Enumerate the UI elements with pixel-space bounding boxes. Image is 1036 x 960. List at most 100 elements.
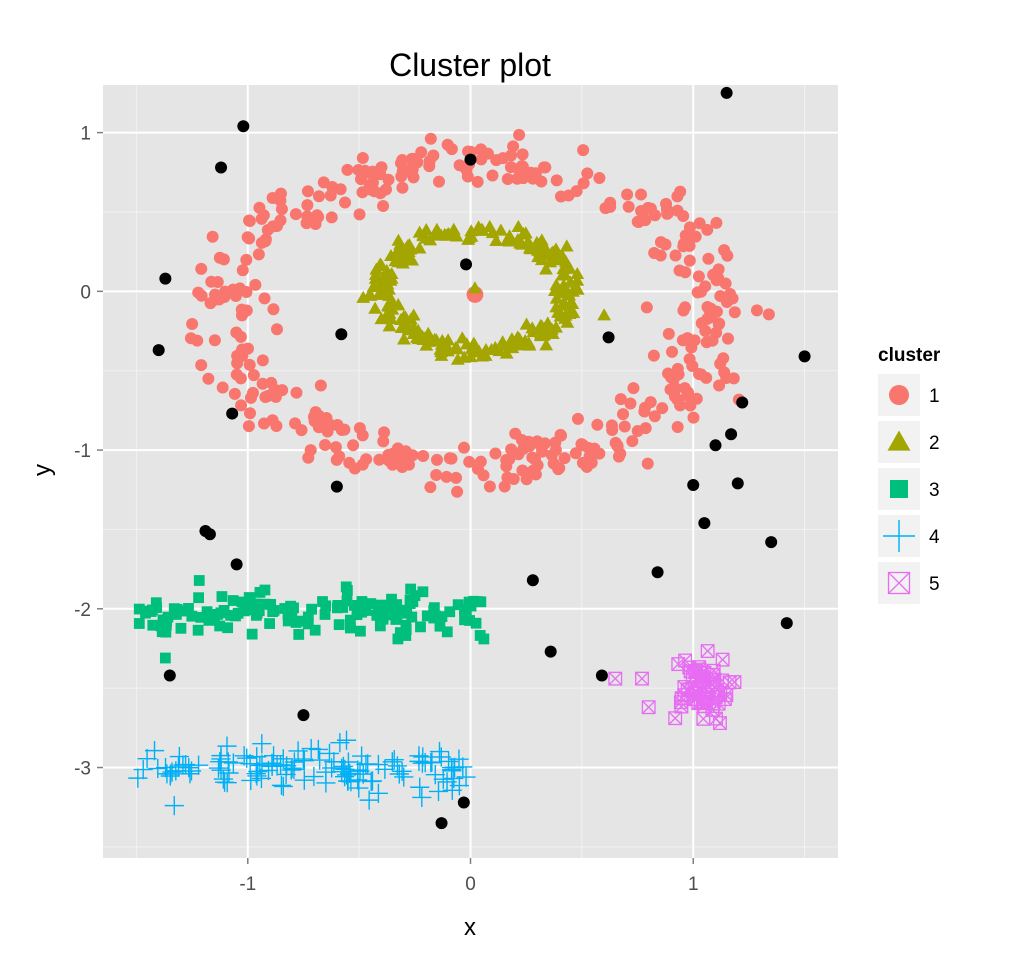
point-cluster-3	[436, 611, 448, 623]
point-cluster-4	[133, 759, 153, 780]
point-cluster-1	[712, 318, 725, 331]
point-cluster-1	[504, 161, 517, 174]
point-cluster-2	[435, 333, 450, 346]
point-cluster-3	[409, 590, 421, 602]
point-cluster-2	[544, 246, 559, 259]
point-cluster-3	[207, 614, 218, 626]
point-cluster-3	[133, 603, 145, 615]
data-points	[128, 86, 811, 830]
point-cluster-3	[392, 633, 404, 645]
point-cluster-1	[471, 462, 484, 475]
legend-title: cluster	[878, 345, 941, 366]
point-cluster-5	[700, 644, 715, 658]
point-cluster-1	[710, 305, 723, 318]
point-cluster-2	[430, 222, 444, 235]
point-cluster-4	[262, 753, 282, 773]
point-cluster-1	[417, 449, 430, 462]
point-cluster-2	[450, 342, 465, 355]
series-4	[128, 730, 476, 816]
point-cluster-2	[529, 235, 544, 248]
point-cluster-1	[700, 371, 713, 384]
point-cluster-4	[208, 758, 229, 778]
point-cluster-1	[209, 293, 222, 306]
point-cluster-3	[417, 586, 429, 598]
point-cluster-2	[373, 257, 388, 270]
point-cluster-3	[375, 599, 387, 611]
point-cluster-1	[258, 417, 271, 430]
point-cluster-1	[366, 165, 379, 178]
legend-label: 4	[929, 527, 940, 548]
point-cluster-1	[661, 207, 674, 220]
point-cluster-1	[356, 429, 369, 442]
point-cluster-5	[683, 664, 698, 679]
point-cluster-1	[235, 399, 248, 412]
point-cluster-4	[413, 747, 433, 767]
point-cluster-1	[700, 336, 713, 349]
point-cluster-1	[339, 196, 352, 209]
point-cluster-1	[659, 238, 672, 251]
point-cluster-1	[211, 275, 224, 288]
point-cluster-1	[662, 327, 675, 340]
point-cluster-1	[382, 173, 395, 186]
point-cluster-3	[478, 633, 490, 645]
point-cluster-3	[238, 605, 250, 617]
point-cluster-3	[371, 609, 383, 621]
legend-label: 5	[929, 574, 940, 595]
point-cluster-1	[762, 308, 775, 321]
point-cluster-2	[391, 298, 406, 311]
point-cluster-1	[605, 419, 618, 432]
point-cluster-3	[264, 618, 275, 629]
point-cluster-2	[525, 321, 540, 334]
point-cluster-2	[471, 220, 486, 233]
point-cluster-3	[279, 603, 291, 614]
point-cluster-4	[425, 765, 445, 785]
point-cluster-1	[750, 304, 763, 317]
x-tick-label: -1	[239, 874, 256, 895]
point-noise	[765, 536, 778, 549]
point-noise	[720, 86, 733, 99]
point-cluster-1	[228, 387, 241, 400]
point-cluster-3	[176, 605, 188, 617]
point-cluster-1	[236, 343, 249, 356]
point-cluster-3	[406, 611, 418, 623]
point-cluster-1	[537, 161, 550, 174]
point-cluster-3	[265, 598, 277, 610]
point-cluster-1	[621, 188, 634, 201]
point-cluster-1	[195, 359, 208, 372]
point-cluster-3	[216, 591, 228, 602]
point-cluster-2	[548, 283, 562, 296]
point-cluster-3	[254, 586, 266, 598]
point-cluster-3	[145, 606, 157, 617]
point-cluster-2	[502, 229, 517, 242]
point-cluster-1	[497, 152, 510, 165]
point-cluster-1	[289, 208, 302, 221]
point-cluster-1	[689, 230, 702, 243]
series-5	[608, 644, 742, 731]
legend-keys: 1 2 3 4 5	[878, 374, 940, 604]
point-cluster-4	[350, 761, 370, 781]
y-tick-label: 1	[80, 124, 91, 145]
point-cluster-1	[377, 199, 390, 212]
point-cluster-1	[270, 323, 283, 336]
point-cluster-1	[671, 362, 684, 375]
point-cluster-1	[208, 334, 221, 347]
point-noise	[736, 396, 749, 409]
point-cluster-1	[274, 187, 287, 200]
point-cluster-4	[252, 754, 272, 774]
point-cluster-1	[325, 419, 338, 432]
point-cluster-1	[507, 140, 520, 153]
point-cluster-3	[230, 610, 241, 622]
point-cluster-1	[378, 426, 391, 439]
point-cluster-1	[523, 440, 536, 453]
point-cluster-1	[526, 464, 539, 477]
point-cluster-3	[201, 606, 213, 618]
x-tick-label: 0	[465, 874, 476, 895]
point-cluster-2	[557, 266, 571, 279]
point-cluster-4	[148, 758, 168, 779]
point-cluster-2	[556, 278, 571, 291]
point-cluster-2	[412, 241, 427, 254]
point-cluster-4	[166, 761, 186, 781]
point-cluster-3	[428, 602, 440, 614]
point-noise	[460, 258, 473, 271]
point-cluster-1	[373, 453, 386, 466]
